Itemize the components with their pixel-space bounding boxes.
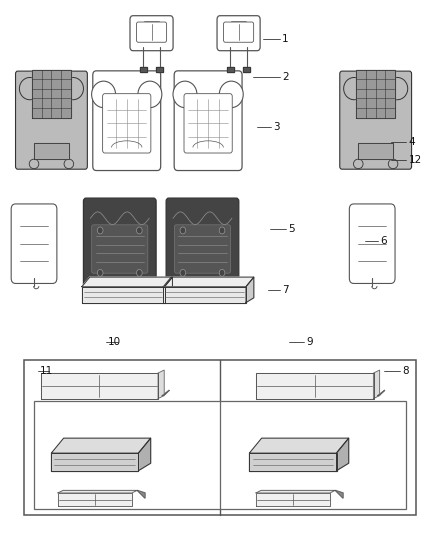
Polygon shape (256, 373, 374, 399)
Polygon shape (82, 287, 165, 303)
Polygon shape (358, 143, 393, 159)
Polygon shape (243, 67, 250, 72)
Polygon shape (156, 67, 163, 72)
Polygon shape (82, 277, 173, 287)
Polygon shape (163, 287, 246, 303)
Ellipse shape (344, 77, 364, 100)
Text: 3: 3 (273, 122, 280, 132)
FancyBboxPatch shape (15, 71, 87, 169)
Bar (24, 360, 416, 515)
Polygon shape (250, 453, 336, 471)
Polygon shape (335, 490, 343, 498)
FancyBboxPatch shape (11, 204, 57, 284)
Polygon shape (51, 438, 151, 453)
Text: 12: 12 (408, 156, 421, 165)
Polygon shape (137, 490, 145, 498)
Polygon shape (58, 490, 137, 493)
Polygon shape (227, 67, 234, 72)
Text: 1: 1 (282, 34, 289, 44)
Text: 9: 9 (306, 337, 313, 347)
Ellipse shape (219, 227, 225, 234)
Text: 5: 5 (289, 224, 295, 235)
Polygon shape (374, 370, 380, 399)
Polygon shape (250, 453, 336, 471)
FancyBboxPatch shape (174, 225, 230, 273)
Polygon shape (256, 490, 335, 493)
Ellipse shape (173, 81, 197, 108)
FancyBboxPatch shape (93, 71, 161, 171)
Polygon shape (250, 438, 349, 453)
Ellipse shape (97, 269, 103, 276)
Ellipse shape (180, 227, 186, 234)
Ellipse shape (92, 81, 116, 108)
Text: 8: 8 (402, 367, 408, 376)
Ellipse shape (137, 227, 142, 234)
FancyBboxPatch shape (130, 15, 173, 51)
Polygon shape (51, 453, 138, 471)
Ellipse shape (387, 77, 408, 100)
Text: 6: 6 (380, 236, 387, 246)
Ellipse shape (219, 81, 243, 108)
Polygon shape (162, 390, 170, 396)
Polygon shape (336, 438, 349, 471)
Polygon shape (246, 277, 254, 303)
Polygon shape (34, 143, 69, 159)
Ellipse shape (137, 269, 142, 276)
FancyBboxPatch shape (184, 94, 232, 153)
FancyBboxPatch shape (102, 94, 151, 153)
Polygon shape (165, 277, 173, 303)
Polygon shape (158, 370, 164, 399)
Text: 4: 4 (408, 137, 415, 147)
FancyBboxPatch shape (217, 15, 260, 51)
Ellipse shape (180, 269, 186, 276)
Polygon shape (163, 277, 254, 287)
FancyBboxPatch shape (83, 198, 156, 289)
FancyBboxPatch shape (174, 71, 242, 171)
Text: 11: 11 (40, 367, 53, 376)
FancyBboxPatch shape (166, 198, 239, 289)
FancyBboxPatch shape (223, 22, 254, 42)
FancyBboxPatch shape (340, 71, 412, 169)
Polygon shape (82, 287, 165, 303)
Polygon shape (140, 67, 147, 72)
Ellipse shape (353, 159, 363, 168)
Ellipse shape (63, 77, 84, 100)
Ellipse shape (19, 77, 40, 100)
Text: 2: 2 (282, 71, 289, 82)
Polygon shape (51, 453, 138, 471)
Ellipse shape (138, 81, 162, 108)
Polygon shape (32, 70, 71, 117)
Ellipse shape (97, 227, 103, 234)
Text: 10: 10 (108, 337, 121, 347)
FancyBboxPatch shape (92, 225, 148, 273)
Polygon shape (138, 438, 151, 471)
Polygon shape (356, 70, 395, 117)
FancyBboxPatch shape (350, 204, 395, 284)
Text: 7: 7 (282, 285, 289, 295)
Ellipse shape (64, 159, 74, 168)
Bar (34, 401, 406, 510)
Ellipse shape (389, 159, 398, 168)
Polygon shape (58, 493, 132, 506)
FancyBboxPatch shape (137, 22, 166, 42)
Ellipse shape (219, 269, 225, 276)
Polygon shape (41, 373, 158, 399)
Polygon shape (378, 390, 385, 396)
Polygon shape (163, 287, 246, 303)
Ellipse shape (29, 159, 39, 168)
Polygon shape (256, 493, 330, 506)
